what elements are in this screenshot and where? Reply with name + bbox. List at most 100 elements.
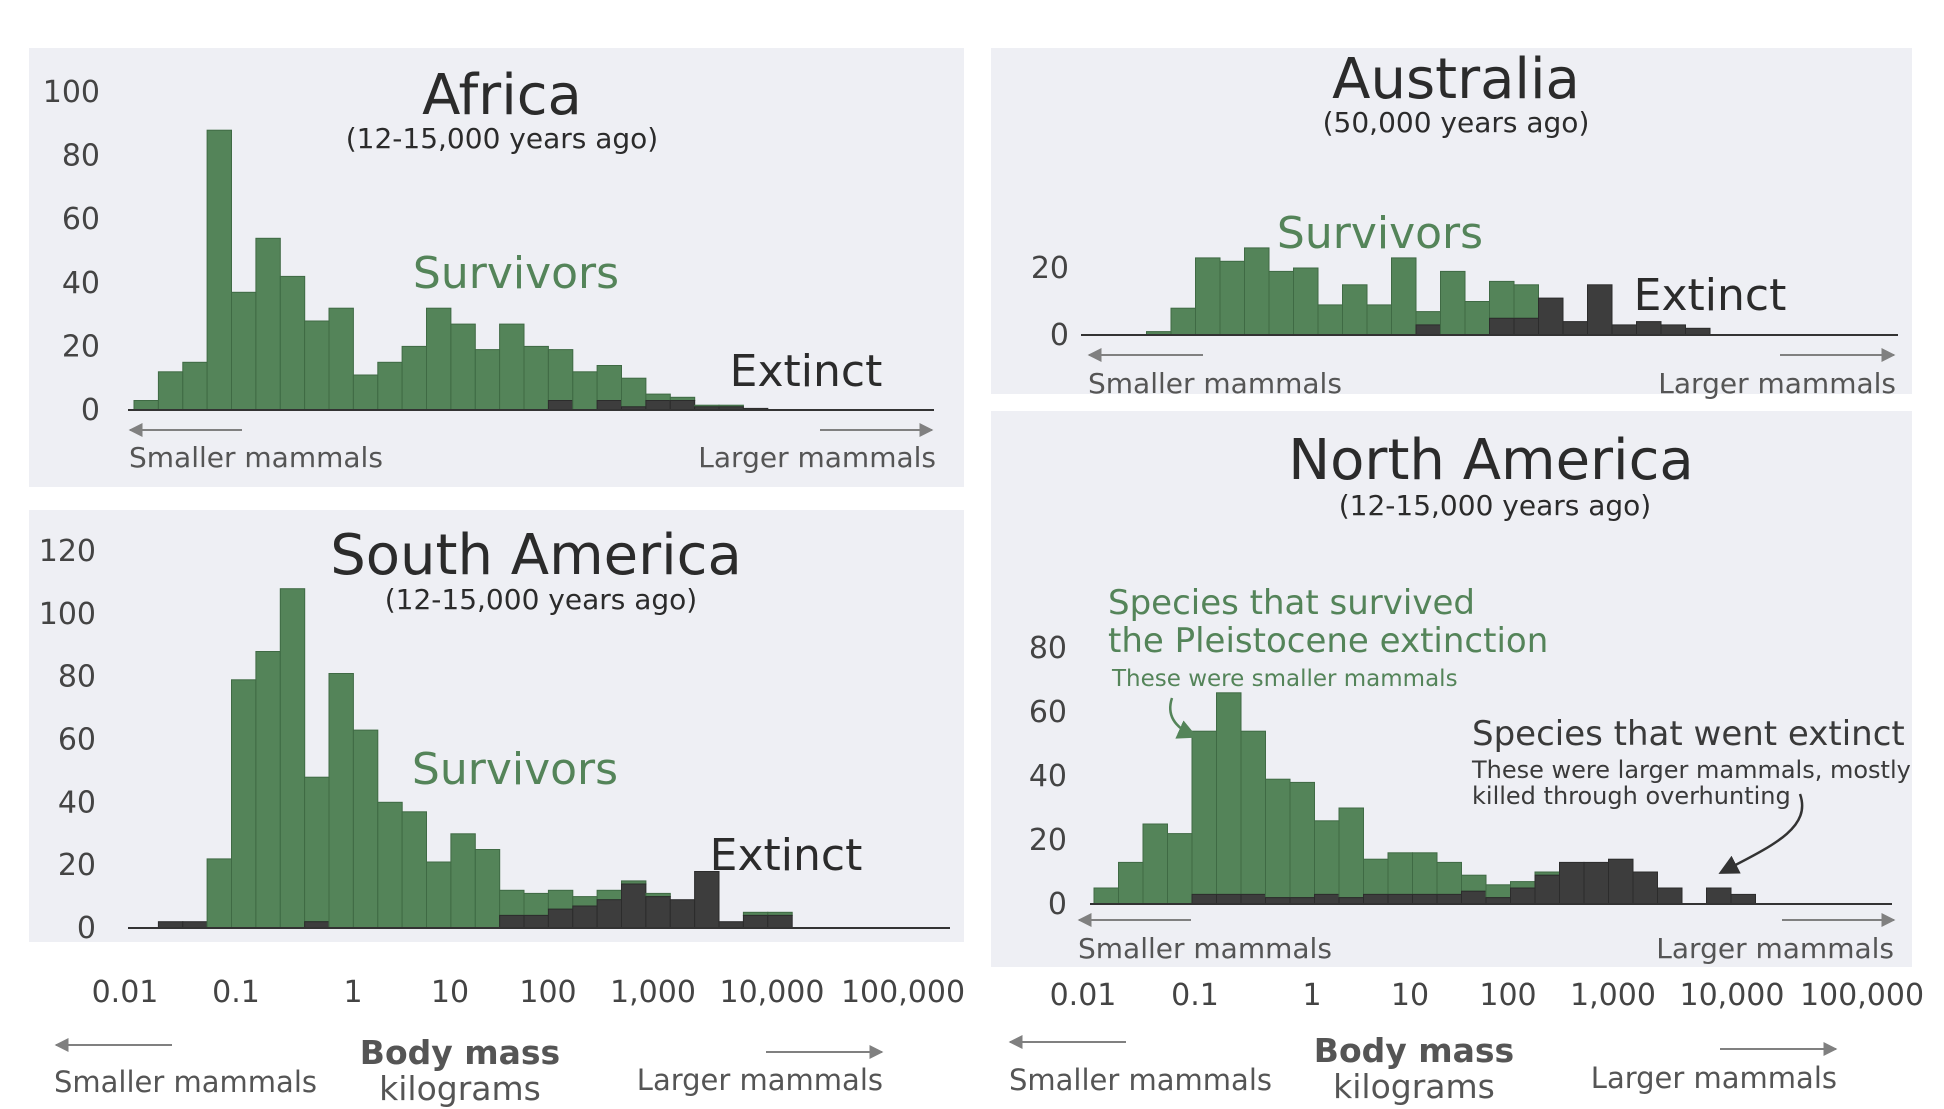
- survivor-bar: [304, 776, 330, 923]
- australia-panel: [991, 48, 1912, 394]
- extinct-bar: [742, 914, 769, 929]
- survivor-bar: [1293, 267, 1319, 336]
- y-tick-label: 80: [62, 139, 100, 174]
- south-america-survivors-label: Survivors: [412, 744, 618, 795]
- survivor-bar: [1219, 260, 1245, 336]
- survivor-bar: [328, 307, 354, 411]
- survivor-bar: [572, 371, 598, 411]
- survivor-bar: [157, 371, 184, 411]
- extinct-bar: [1685, 327, 1711, 336]
- right-bottom-smaller-label: Smaller mammals: [1009, 1063, 1272, 1097]
- africa-smaller-label: Smaller mammals: [129, 441, 383, 474]
- australia-extinct-label: Extinct: [1634, 270, 1787, 321]
- survivor-bar: [182, 361, 208, 411]
- extinct-bar: [1489, 317, 1515, 336]
- y-tick-label: 100: [43, 75, 100, 110]
- left-axis-unit: kilograms: [379, 1069, 541, 1108]
- y-tick-label: 20: [62, 329, 100, 364]
- right-axis-title: Body mass: [1314, 1031, 1514, 1070]
- x-tick-label: 100: [519, 975, 576, 1010]
- x-tick-label: 10,000: [720, 975, 825, 1010]
- extinct-annotation-sub1: These were larger mammals, mostly: [1471, 756, 1911, 784]
- extinct-annotation-title: Species that went extinct: [1472, 714, 1905, 754]
- south-america-extinct-label: Extinct: [710, 830, 863, 881]
- survived-annotation-sub: These were smaller mammals: [1111, 666, 1458, 692]
- africa-larger-label: Larger mammals: [698, 441, 936, 474]
- survivor-bar: [1191, 730, 1217, 895]
- y-tick-label: 40: [62, 266, 100, 301]
- x-tick-label: 1,000: [610, 975, 696, 1010]
- survivor-bar: [1489, 280, 1515, 319]
- survivor-bar: [547, 349, 574, 402]
- survivor-bar: [1216, 692, 1242, 895]
- survivor-bar: [1461, 874, 1487, 892]
- survivor-bar: [1513, 284, 1539, 319]
- africa-title: Africa: [422, 63, 582, 128]
- survivor-bar: [596, 889, 622, 901]
- survivor-bar: [206, 129, 233, 411]
- extinct-bar: [645, 400, 671, 411]
- y-tick-label: 40: [58, 785, 96, 820]
- extinct-annotation-sub2: killed through overhunting: [1472, 782, 1791, 810]
- extinct-bar: [1412, 893, 1438, 905]
- survivor-bar: [450, 833, 476, 929]
- survivor-bar: [1289, 781, 1315, 899]
- survivor-bar: [499, 889, 525, 916]
- survivor-bar: [1268, 270, 1294, 336]
- australia-survivors-label: Survivors: [1277, 208, 1483, 259]
- north-america-title: North America: [1288, 428, 1693, 493]
- survivor-bar: [1314, 820, 1340, 895]
- north-america-smaller-label: Smaller mammals: [1078, 932, 1332, 965]
- left-x-axis-ticks: 0.01 0.1 1 10 100 1,000 10,000 100,000: [92, 975, 965, 1010]
- survivor-bar: [1391, 257, 1417, 336]
- extinct-bar: [1583, 861, 1609, 905]
- y-tick-label: 60: [62, 202, 100, 237]
- x-tick-label: 10,000: [1680, 978, 1785, 1013]
- survivor-bar: [1464, 301, 1490, 336]
- extinct-bar: [1534, 874, 1560, 905]
- extinct-bar: [1216, 893, 1242, 905]
- extinct-bar: [1314, 893, 1340, 905]
- extinct-bar: [1562, 321, 1588, 336]
- extinct-bar: [596, 899, 622, 929]
- extinct-bar: [572, 905, 598, 929]
- x-tick-label: 0.1: [1171, 978, 1219, 1013]
- survivor-bar: [401, 811, 428, 929]
- survivor-bar: [377, 361, 403, 411]
- survivor-bar: [426, 861, 452, 929]
- survivor-bar: [450, 323, 476, 411]
- extinct-bar: [1559, 861, 1585, 905]
- y-tick-label: 120: [39, 534, 96, 569]
- survivor-bar: [1366, 304, 1392, 336]
- extinct-bar: [1611, 324, 1637, 336]
- x-tick-label: 100,000: [841, 975, 965, 1010]
- x-tick-label: 10: [431, 975, 469, 1010]
- extinct-bar: [1608, 858, 1634, 905]
- survived-annotation-line1: Species that survived: [1108, 583, 1475, 623]
- x-tick-label: 1: [343, 975, 362, 1010]
- south-america-subtitle: (12-15,000 years ago): [385, 583, 697, 616]
- survivor-bar: [279, 275, 306, 411]
- extinct-bar: [1587, 284, 1613, 336]
- extinct-bar: [767, 914, 793, 929]
- extinct-bar: [1636, 321, 1662, 336]
- survivor-bar: [523, 345, 549, 411]
- survivor-bar: [1485, 884, 1511, 899]
- extinct-bar: [1363, 893, 1389, 905]
- x-tick-label: 10: [1391, 978, 1429, 1013]
- extinct-bar: [1191, 893, 1217, 905]
- extinct-bar: [694, 871, 720, 929]
- survived-annotation-line2: the Pleistocene extinction: [1108, 621, 1548, 661]
- x-tick-label: 1: [1302, 978, 1321, 1013]
- extinct-bar: [1436, 893, 1462, 905]
- survivor-bar: [596, 365, 622, 401]
- survivor-bar: [1342, 284, 1368, 336]
- survivor-bar: [572, 896, 598, 907]
- survivor-bar: [1363, 858, 1389, 895]
- survivor-bar: [1510, 881, 1536, 889]
- x-tick-label: 0.1: [212, 975, 260, 1010]
- left-axis-title: Body mass: [360, 1033, 560, 1072]
- australia-title: Australia: [1332, 47, 1580, 112]
- survivor-bar: [474, 349, 501, 411]
- y-tick-label: 60: [1029, 695, 1067, 730]
